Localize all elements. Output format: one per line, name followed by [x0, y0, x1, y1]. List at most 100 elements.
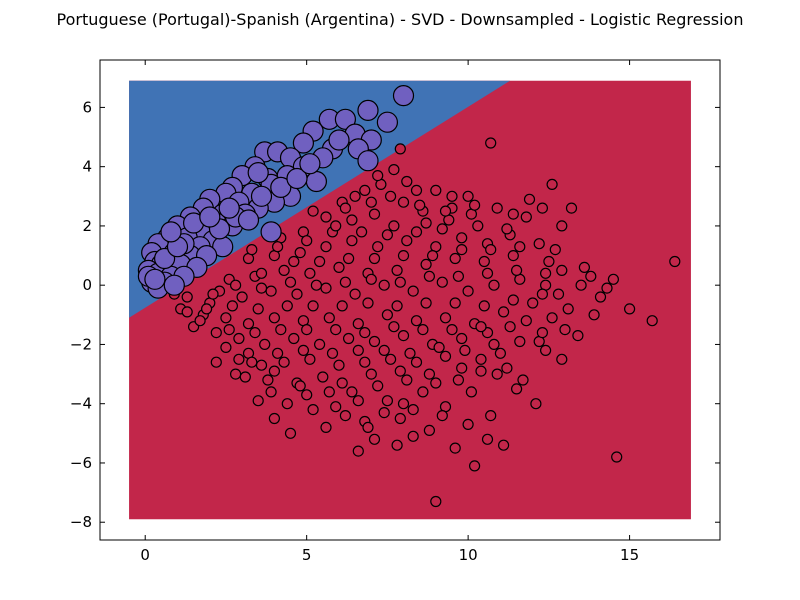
data-point: [372, 170, 384, 182]
data-point: [339, 410, 351, 422]
data-point: [594, 291, 607, 303]
data-point: [475, 321, 487, 333]
data-point: [536, 202, 549, 214]
data-point: [407, 404, 419, 416]
data-point: [160, 221, 182, 243]
data-point: [307, 300, 319, 312]
data-point: [462, 418, 474, 430]
data-point: [423, 424, 435, 436]
data-point: [452, 270, 464, 282]
data-point: [314, 338, 326, 350]
data-point: [456, 244, 468, 256]
data-point: [301, 389, 313, 401]
data-point: [352, 344, 364, 356]
data-point: [362, 421, 374, 433]
data-point: [533, 238, 545, 250]
data-point: [272, 241, 284, 253]
data-point: [352, 395, 364, 407]
data-point: [430, 184, 442, 196]
data-point: [385, 353, 397, 365]
data-point: [218, 197, 240, 219]
data-point: [272, 347, 284, 359]
data-point: [359, 184, 371, 196]
data-point: [514, 335, 526, 348]
data-point: [514, 241, 526, 253]
data-point: [346, 214, 358, 226]
data-point: [349, 288, 361, 300]
x-tick-label: 10: [459, 546, 478, 564]
data-point: [623, 303, 636, 315]
data-point: [585, 270, 597, 282]
data-point: [475, 353, 487, 365]
data-point: [270, 176, 292, 198]
data-point: [339, 276, 351, 288]
data-point: [391, 300, 403, 312]
data-point: [381, 229, 393, 241]
data-point: [246, 356, 258, 368]
data-point: [388, 321, 400, 333]
data-point: [410, 184, 423, 196]
data-point: [449, 252, 461, 265]
data-point: [346, 386, 358, 398]
data-point: [294, 247, 306, 259]
data-point: [504, 321, 516, 333]
data-point: [501, 362, 513, 374]
x-tick-label: 15: [620, 546, 639, 564]
data-point: [301, 324, 313, 336]
data-point: [294, 380, 306, 392]
data-point: [469, 199, 481, 211]
data-point: [543, 255, 555, 268]
data-point: [242, 318, 255, 330]
data-point: [401, 175, 413, 188]
data-point: [575, 279, 587, 291]
data-point: [262, 374, 274, 386]
data-point: [420, 217, 432, 229]
data-point: [494, 347, 506, 359]
data-point: [359, 356, 371, 368]
data-point: [265, 386, 277, 398]
data-point: [349, 190, 361, 202]
data-point: [456, 362, 468, 374]
data-point: [284, 276, 297, 288]
data-point: [365, 368, 377, 380]
data-point: [346, 235, 358, 247]
data-point: [565, 202, 578, 214]
data-point: [556, 353, 568, 365]
data-point: [391, 264, 403, 276]
data-point: [307, 205, 319, 217]
data-point: [410, 356, 423, 368]
data-point: [372, 241, 384, 253]
data-point: [357, 150, 379, 172]
data-point: [352, 445, 364, 457]
data-point: [536, 327, 549, 339]
data-point: [320, 282, 332, 294]
data-point: [323, 312, 335, 324]
data-point: [391, 439, 403, 451]
data-point: [401, 235, 413, 247]
data-point: [328, 129, 350, 151]
data-point: [255, 359, 268, 371]
data-point: [523, 193, 536, 205]
data-point: [163, 274, 185, 296]
data-point: [299, 153, 321, 175]
data-point: [230, 279, 242, 291]
data-point: [578, 261, 591, 273]
data-point: [336, 377, 348, 389]
data-point: [559, 324, 571, 336]
data-point: [388, 220, 400, 232]
y-tick-label: 0: [82, 276, 92, 294]
data-point: [385, 190, 397, 202]
data-point: [510, 264, 523, 276]
data-point: [556, 220, 568, 232]
data-point: [333, 261, 345, 273]
data-point: [201, 303, 213, 315]
data-point: [539, 267, 552, 279]
data-point: [236, 291, 248, 303]
data-point: [305, 170, 327, 193]
x-tick-label: 0: [140, 546, 150, 564]
data-point: [456, 232, 468, 244]
data-point: [339, 202, 351, 214]
data-point: [404, 347, 416, 359]
data-point: [223, 324, 235, 336]
data-point: [359, 327, 371, 339]
